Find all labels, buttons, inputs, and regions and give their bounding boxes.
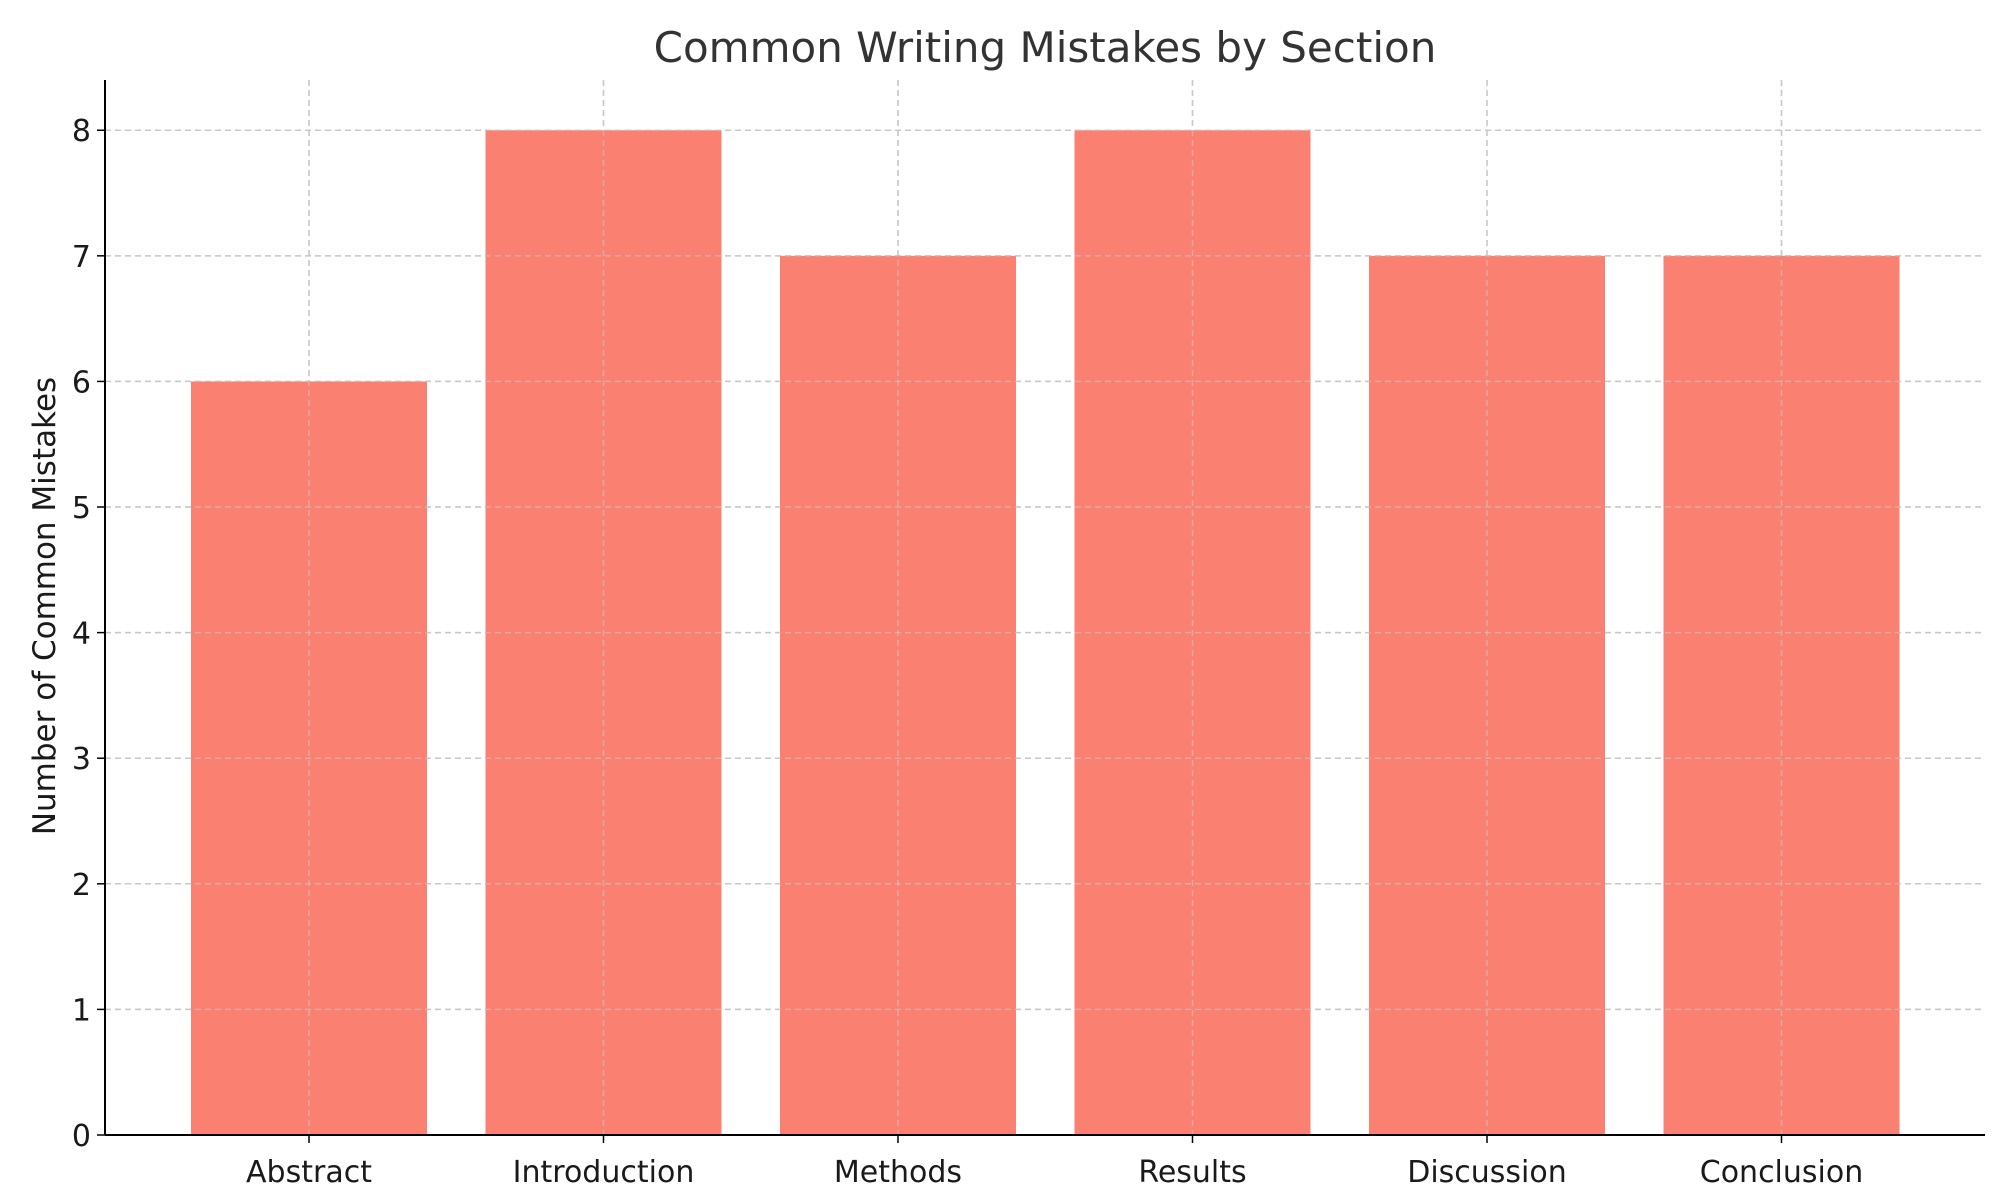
y-tick-label: 4 [72, 617, 91, 652]
x-tick-label: Discussion [1407, 1155, 1567, 1190]
y-tick-label: 3 [72, 742, 91, 777]
chart-title: Common Writing Mistakes by Section [654, 23, 1437, 72]
y-tick-label: 7 [72, 240, 91, 275]
x-tick-label: Introduction [513, 1155, 695, 1190]
y-tick-label: 8 [72, 114, 91, 149]
x-tick-label: Methods [834, 1155, 962, 1190]
x-ticks: Abstract Introduction Methods Results Discus… [246, 1135, 1863, 1190]
y-tick-label: 2 [72, 868, 91, 903]
x-tick-label: Abstract [246, 1155, 372, 1190]
x-tick-label: Conclusion [1700, 1155, 1864, 1190]
grid-overlay [105, 80, 1985, 1135]
x-tick-label: Results [1138, 1155, 1246, 1190]
y-tick-label: 0 [72, 1119, 91, 1154]
y-tick-label: 5 [72, 491, 91, 526]
y-tick-label: 6 [72, 365, 91, 400]
y-axis-label: Number of Common Mistakes [27, 377, 63, 835]
y-ticks: 0 1 2 3 4 5 6 7 8 [72, 114, 105, 1154]
y-tick-label: 1 [72, 993, 91, 1028]
